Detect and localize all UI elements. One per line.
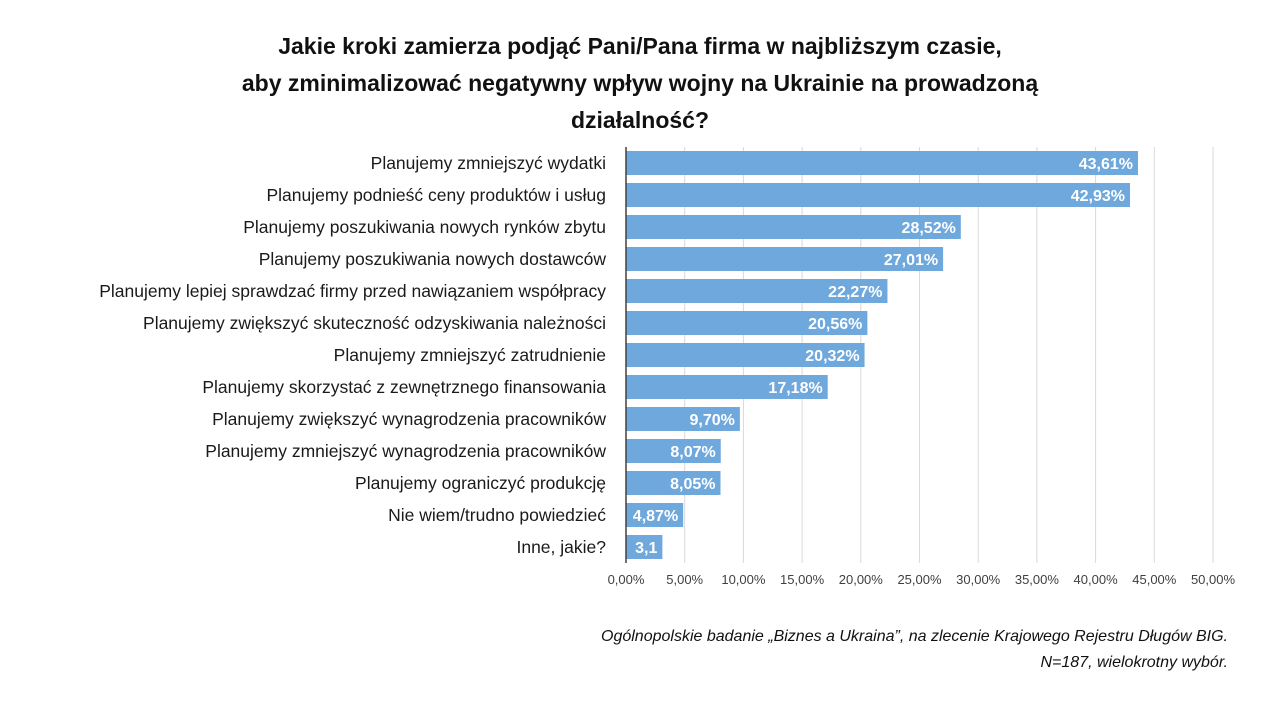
chart-title-line-2: aby zminimalizować negatywny wpływ wojny…	[241, 70, 1039, 96]
category-label: Planujemy poszukiwania nowych rynków zby…	[243, 217, 606, 237]
data-label: 3,1	[635, 540, 657, 557]
category-label: Planujemy zmniejszyć wynagrodzenia praco…	[205, 441, 606, 461]
bar	[626, 343, 865, 367]
bar	[626, 151, 1138, 175]
chart-title: Jakie kroki zamierza podjąć Pani/Pana fi…	[140, 28, 1140, 139]
data-label: 17,18%	[768, 380, 822, 397]
category-label: Planujemy poszukiwania nowych dostawców	[259, 249, 607, 269]
data-label: 9,70%	[690, 412, 735, 429]
x-tick-label: 30,00%	[956, 572, 1001, 587]
category-label: Planujemy lepiej sprawdzać firmy przed n…	[99, 281, 606, 301]
x-tick-label: 40,00%	[1074, 572, 1119, 587]
bar	[626, 503, 684, 527]
data-label: 43,61%	[1079, 156, 1133, 173]
x-tick-label: 15,00%	[780, 572, 825, 587]
bar	[626, 215, 961, 239]
bar	[626, 183, 1130, 207]
category-label: Planujemy zwiększyć skuteczność odzyskiw…	[143, 313, 606, 333]
data-label: 8,05%	[670, 476, 715, 493]
source-note: Ogólnopolskie badanie „Biznes a Ukraina”…	[601, 624, 1228, 676]
category-label: Planujemy ograniczyć produkcję	[355, 473, 606, 493]
bar	[626, 279, 888, 303]
x-tick-label: 20,00%	[839, 572, 884, 587]
x-tick-label: 0,00%	[608, 572, 645, 587]
category-label: Inne, jakie?	[516, 537, 606, 557]
bar	[626, 407, 740, 431]
data-label: 28,52%	[902, 220, 956, 237]
bar	[626, 535, 663, 559]
category-label: Planujemy podnieść ceny produktów i usłu…	[267, 185, 607, 205]
x-tick-label: 35,00%	[1015, 572, 1060, 587]
chart-title-line-3: działalność?	[570, 107, 710, 133]
chart-title-line-1: Jakie kroki zamierza podjąć Pani/Pana fi…	[278, 33, 1002, 59]
data-label: 4,87%	[633, 508, 678, 525]
x-tick-label: 50,00%	[1191, 572, 1236, 587]
data-label: 42,93%	[1071, 188, 1125, 205]
data-label: 27,01%	[884, 252, 938, 269]
bar	[626, 471, 721, 495]
source-line-1: Ogólnopolskie badanie „Biznes a Ukraina”…	[601, 628, 1228, 645]
category-label: Planujemy skorzystać z zewnętrznego fina…	[202, 377, 606, 397]
x-tick-label: 5,00%	[666, 572, 703, 587]
category-label: Nie wiem/trudno powiedzieć	[388, 505, 606, 525]
x-tick-label: 45,00%	[1132, 572, 1177, 587]
bar	[626, 247, 944, 271]
x-tick-label: 10,00%	[721, 572, 766, 587]
bar	[626, 375, 828, 399]
bar	[626, 311, 868, 335]
source-line-2: N=187, wielokrotny wybór.	[1040, 654, 1229, 671]
category-label: Planujemy zmniejszyć wydatki	[371, 153, 606, 173]
bar	[626, 439, 721, 463]
data-label: 20,32%	[805, 348, 859, 365]
data-label: 8,07%	[670, 444, 715, 461]
bar-chart: 0,00% 5,00% 10,00% 15,00% 20,00% 25,00% 30,00%…	[99, 147, 1236, 587]
category-label: Planujemy zwiększyć wynagrodzenia pracow…	[212, 409, 606, 429]
x-tick-label: 25,00%	[897, 572, 942, 587]
data-label: 22,27%	[828, 284, 882, 301]
category-label: Planujemy zmniejszyć zatrudnienie	[334, 345, 606, 365]
data-label: 20,56%	[808, 316, 862, 333]
